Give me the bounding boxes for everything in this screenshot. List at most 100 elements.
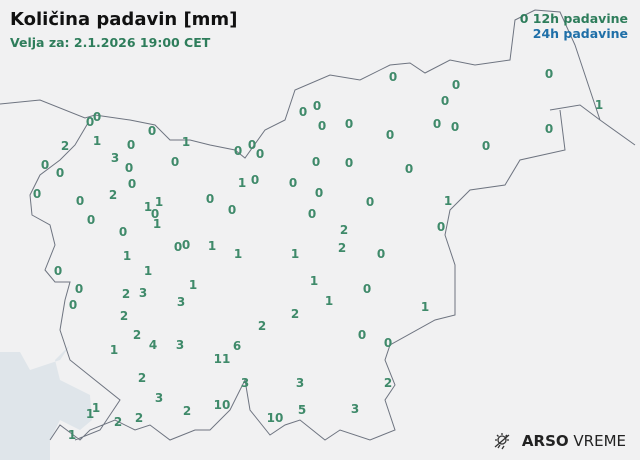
station-value: 5 xyxy=(297,403,307,417)
station-value: 0 xyxy=(92,110,102,124)
station-value: 0 xyxy=(344,156,354,170)
station-value: 3 xyxy=(295,376,305,390)
station-value: 2 xyxy=(383,376,393,390)
station-value: 0 xyxy=(314,186,324,200)
station-value: 1 xyxy=(594,98,604,112)
station-value: 11 xyxy=(213,352,231,366)
station-value: 0 xyxy=(451,78,461,92)
station-value: 0 xyxy=(118,225,128,239)
station-value: 2 xyxy=(337,241,347,255)
station-value: 1 xyxy=(237,176,247,190)
station-value: 0 xyxy=(250,173,260,187)
station-value: 0 xyxy=(544,67,554,81)
station-value: 0 xyxy=(233,144,243,158)
legend: 0 12h padavine 24h padavine xyxy=(520,11,628,41)
station-value: 1 xyxy=(154,195,164,209)
station-value: 0 xyxy=(53,264,63,278)
station-value: 0 xyxy=(247,138,257,152)
station-value: 3 xyxy=(175,338,185,352)
station-value: 1 xyxy=(443,194,453,208)
station-value: 0 xyxy=(311,155,321,169)
station-value: 1 xyxy=(290,247,300,261)
legend-sample-value: 0 xyxy=(519,11,529,26)
station-value: 0 xyxy=(124,161,134,175)
station-value: 0 xyxy=(388,70,398,84)
station-value: 0 xyxy=(150,207,160,221)
station-value: 0 xyxy=(450,120,460,134)
station-value: 0 xyxy=(344,117,354,131)
station-value: 0 xyxy=(385,128,395,142)
station-value: 0 xyxy=(85,115,95,129)
station-value: 0 xyxy=(312,99,322,113)
station-value: 0 xyxy=(357,328,367,342)
station-value: 0 xyxy=(365,195,375,209)
station-value: 0 xyxy=(181,238,191,252)
logo-suffix: VREME xyxy=(573,432,626,450)
legend-12h: 0 12h padavine xyxy=(520,11,628,26)
station-value: 0 xyxy=(227,203,237,217)
station-value: 0 xyxy=(376,247,386,261)
station-value: 0 xyxy=(40,158,50,172)
station-value: 2 xyxy=(113,415,123,429)
station-value: 10 xyxy=(266,411,284,425)
station-value: 0 xyxy=(404,162,414,176)
legend-24h-label: 24h padavine xyxy=(532,26,628,41)
station-value: 1 xyxy=(109,343,119,357)
station-value: 3 xyxy=(154,391,164,405)
station-value: 0 xyxy=(126,138,136,152)
station-value: 0 xyxy=(147,124,157,138)
station-value: 2 xyxy=(290,307,300,321)
station-value: 1 xyxy=(143,200,153,214)
station-value: 0 xyxy=(432,117,442,131)
station-value: 0 xyxy=(362,282,372,296)
valid-time: Velja za: 2.1.2026 19:00 CET xyxy=(10,35,211,50)
station-value: 2 xyxy=(257,319,267,333)
station-value: 2 xyxy=(121,287,131,301)
station-value: 2 xyxy=(182,404,192,418)
station-value: 1 xyxy=(92,134,102,148)
station-value: 1 xyxy=(181,135,191,149)
station-value: 0 xyxy=(544,122,554,136)
station-value: 0 xyxy=(86,213,96,227)
station-value: 1 xyxy=(91,401,101,415)
station-value: 1 xyxy=(152,217,162,231)
station-value: 4 xyxy=(148,338,158,352)
station-value: 3 xyxy=(138,286,148,300)
station-value: 2 xyxy=(119,309,129,323)
station-value: 1 xyxy=(188,278,198,292)
station-value: 0 xyxy=(383,336,393,350)
station-value: 0 xyxy=(74,282,84,296)
station-value: 2 xyxy=(339,223,349,237)
country-borders xyxy=(0,9,636,441)
station-value: 1 xyxy=(85,407,95,421)
station-value: 6 xyxy=(232,339,242,353)
station-value: 2 xyxy=(60,139,70,153)
station-value: 0 xyxy=(298,105,308,119)
station-value: 0 xyxy=(440,94,450,108)
sea-area xyxy=(0,345,92,460)
station-value: 1 xyxy=(420,300,430,314)
station-value: 3 xyxy=(350,402,360,416)
station-value: 1 xyxy=(233,247,243,261)
map-title: Količina padavin [mm] xyxy=(10,9,238,30)
station-value: 2 xyxy=(132,328,142,342)
station-value: 1 xyxy=(309,274,319,288)
station-value: 0 xyxy=(173,240,183,254)
station-value: 0 xyxy=(55,166,65,180)
station-value: 2 xyxy=(137,371,147,385)
station-value: 3 xyxy=(176,295,186,309)
station-value: 0 xyxy=(481,139,491,153)
station-value: 0 xyxy=(317,119,327,133)
station-value: 3 xyxy=(110,151,120,165)
station-value: 2 xyxy=(134,411,144,425)
station-value: 1 xyxy=(207,239,217,253)
legend-12h-label: 12h padavine xyxy=(532,11,628,26)
station-value: 0 xyxy=(255,147,265,161)
station-value: 1 xyxy=(122,249,132,263)
logo-brand: ARSO xyxy=(521,432,569,450)
arso-logo: ARSO VREME xyxy=(492,432,626,450)
station-value: 0 xyxy=(32,187,42,201)
station-value: 0 xyxy=(127,177,137,191)
